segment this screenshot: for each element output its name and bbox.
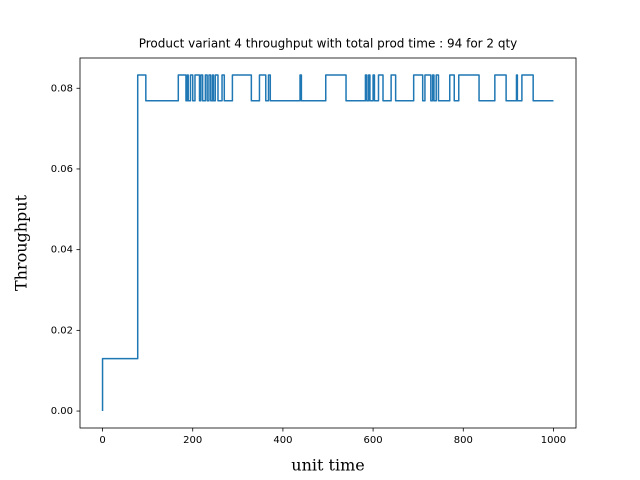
plot-frame: [79, 57, 577, 429]
x-axis-label: unit time: [291, 456, 364, 475]
x-tick-label: 600: [364, 435, 383, 446]
x-tick-label: 0: [99, 435, 105, 446]
y-axis-label: Throughput: [12, 194, 31, 291]
x-tick-label: 200: [183, 435, 202, 446]
x-tick-label: 400: [273, 435, 292, 446]
y-tick-label: 0.06: [51, 164, 73, 175]
chart-title: Product variant 4 throughput with total …: [139, 37, 518, 51]
x-tick-label: 1000: [541, 435, 566, 446]
y-tick-label: 0.08: [51, 83, 73, 94]
y-tick-label: 0.00: [51, 406, 73, 417]
y-tick-label: 0.02: [51, 325, 73, 336]
y-tick-label: 0.04: [51, 245, 73, 256]
x-tick-label: 800: [454, 435, 473, 446]
line: [101, 74, 554, 412]
